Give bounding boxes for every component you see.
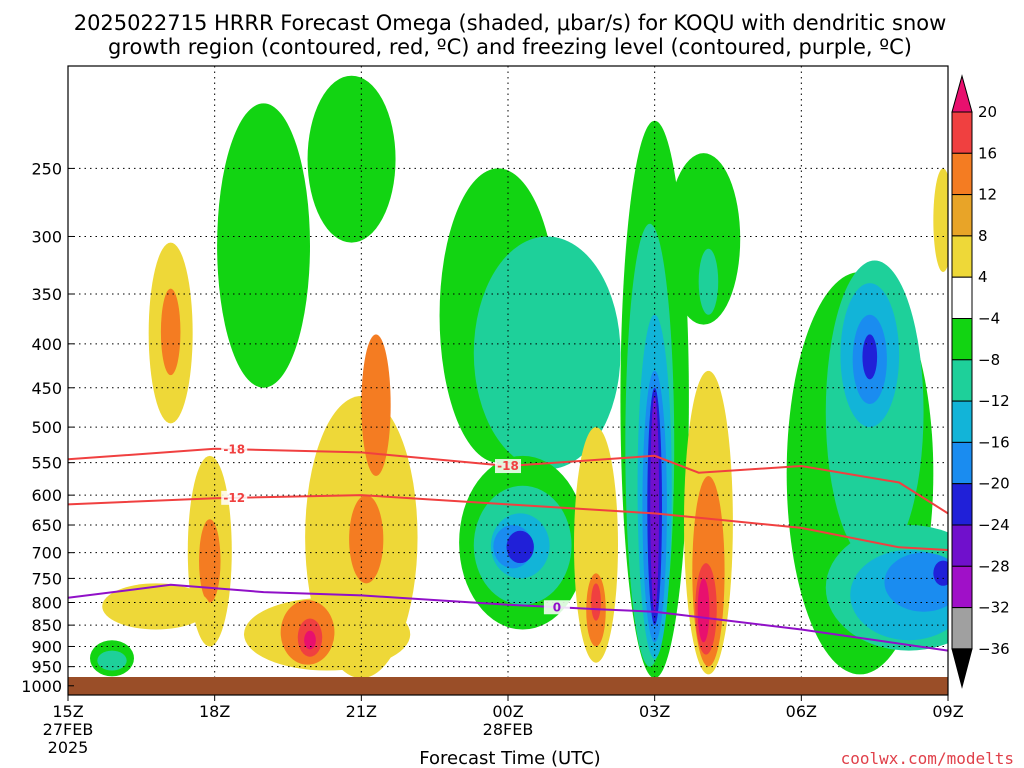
ground-terrain	[68, 677, 948, 695]
omega-region-7	[217, 103, 310, 388]
colorbar-bin-10	[951, 483, 973, 526]
omega-region-8	[307, 75, 396, 243]
dgz-contour-18-label-bg-0	[221, 442, 248, 457]
omega-region-17	[473, 236, 621, 470]
omega-region-33	[698, 248, 719, 315]
omega-region-13	[304, 630, 316, 650]
dgz-contour-18-label-1: -18	[497, 459, 519, 473]
credit-label: coolwx.com/modelts	[841, 749, 1014, 768]
freezing-level-contour-label-bg-0	[543, 600, 570, 615]
colorbar-label-8: −16	[978, 433, 1010, 451]
colorbar-label-10: −24	[978, 516, 1010, 534]
chart-title-line-2: growth region (contoured, red, ºC) and f…	[108, 35, 912, 59]
colorbar-bin-6	[951, 318, 973, 361]
dgz-contour-18-line	[68, 447, 948, 515]
omega-region-5	[199, 519, 221, 603]
colorbar-bin-7	[951, 359, 973, 402]
x-tick-label-06Z: 06Z	[786, 702, 817, 721]
omega-region-45	[884, 552, 948, 612]
plot-area: -18 -18 -12 0	[68, 66, 948, 695]
dgz-contour-12-label-bg-0	[221, 490, 248, 505]
colorbar-label-4: 4	[978, 268, 988, 286]
colorbar-bin-1	[951, 111, 973, 154]
colorbar-top-arrow	[951, 74, 973, 113]
colorbar-label-7: −12	[978, 392, 1010, 410]
y-tick-label-800: 800	[31, 594, 62, 613]
colorbar-bin-8	[951, 400, 973, 443]
y-tick-label-1000: 1000	[21, 677, 62, 696]
colorbar-label-11: −28	[978, 557, 1010, 575]
omega-region-22	[506, 530, 534, 564]
colorbar: 20 16 12 8 4 −4 −8 −12 −16 −20 −24 −28 −32 −36	[951, 74, 1010, 689]
omega-region-23	[574, 427, 618, 663]
omega-region-32	[666, 153, 741, 325]
y-tick-label-750: 750	[31, 569, 62, 588]
y-tick-label-300: 300	[31, 227, 62, 246]
y-tick-label-700: 700	[31, 544, 62, 563]
y-tick-label-400: 400	[31, 335, 62, 354]
omega-region-6	[102, 583, 210, 630]
y-tick-label-850: 850	[31, 616, 62, 635]
colorbar-label-1: 16	[978, 144, 997, 162]
colorbar-label-6: −8	[978, 351, 1000, 369]
x-tick-date-15Z: 27FEB	[43, 720, 94, 739]
colorbar-label-3: 8	[978, 227, 988, 245]
y-tick-label-500: 500	[31, 418, 62, 437]
y-tick-label-650: 650	[31, 516, 62, 535]
omega-region-14	[361, 334, 391, 477]
x-tick-year-15Z: 2025	[48, 738, 89, 757]
omega-region-47	[933, 168, 948, 273]
y-tick-label-900: 900	[31, 637, 62, 656]
colorbar-bin-12	[951, 565, 973, 609]
omega-region-37	[697, 578, 710, 643]
dgz-contour-12-label-0: -12	[223, 491, 245, 505]
x-tick-label-21Z: 21Z	[346, 702, 377, 721]
colorbar-bin-5	[951, 276, 973, 320]
freezing-level-contour-label-0: 0	[553, 600, 561, 614]
y-axis: 250 300 350 400 450 500 550 600 650 700 750 800 850 9…	[21, 159, 74, 696]
y-tick-label-450: 450	[31, 379, 62, 398]
x-tick-label-03Z: 03Z	[639, 702, 670, 721]
colorbar-bin-4	[951, 235, 973, 278]
x-tick-date-00Z: 28FEB	[483, 720, 534, 739]
omega-region-31	[650, 395, 660, 612]
x-tick-label-09Z: 09Z	[932, 702, 963, 721]
colorbar-bin-11	[951, 524, 973, 567]
dgz-contour-18-label-bg-1	[495, 459, 521, 474]
omega-region-15	[349, 495, 384, 584]
x-axis-label: Forecast Time (UTC)	[419, 748, 600, 768]
x-tick-label-00Z: 00Z	[492, 702, 523, 721]
temperature-contours: -18 -18 -12 0	[68, 442, 948, 652]
colorbar-label-12: −32	[978, 599, 1010, 617]
dgz-contour-18-label-0: -18	[223, 442, 245, 456]
colorbar-bottom-arrow	[951, 648, 973, 689]
colorbar-bin-2	[951, 152, 973, 196]
y-tick-label-250: 250	[31, 159, 62, 178]
chart-title-line-1: 2025022715 HRRR Forecast Omega (shaded, …	[74, 11, 947, 35]
y-tick-label-600: 600	[31, 486, 62, 505]
omega-region-42	[862, 334, 878, 380]
colorbar-label-2: 12	[978, 186, 997, 204]
omega-shading	[90, 75, 948, 679]
colorbar-label-9: −20	[978, 475, 1010, 493]
freezing-level-contour-line	[68, 583, 948, 652]
colorbar-bin-13	[951, 607, 973, 650]
colorbar-bin-9	[951, 441, 973, 485]
y-tick-label-950: 950	[31, 658, 62, 677]
omega-region-3	[160, 288, 181, 376]
x-tick-label-18Z: 18Z	[199, 702, 230, 721]
y-tick-label-550: 550	[31, 454, 62, 473]
colorbar-label-0: 20	[978, 103, 997, 121]
colorbar-label-13: −36	[978, 640, 1010, 658]
omega-region-46	[933, 560, 948, 586]
x-tick-label-15Z: 15Z	[52, 702, 83, 721]
colorbar-label-5: −4	[978, 310, 1000, 328]
colorbar-bin-3	[951, 194, 973, 237]
omega-region-1	[97, 650, 127, 671]
y-tick-label-350: 350	[31, 285, 62, 304]
